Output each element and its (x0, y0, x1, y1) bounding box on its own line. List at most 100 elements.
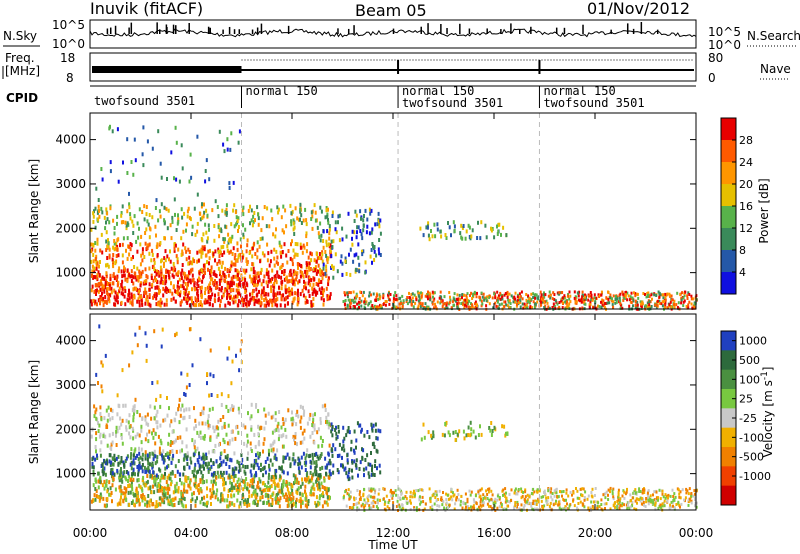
range-gate-cell (158, 446, 161, 451)
range-gate-cell (227, 488, 230, 493)
range-gate-cell (252, 219, 255, 224)
range-gate-cell (530, 297, 533, 301)
range-gate-cell (614, 298, 617, 301)
range-gate-cell (358, 306, 360, 309)
range-gate-cell (170, 460, 173, 465)
range-gate-cell (485, 304, 488, 308)
range-gate-cell (238, 282, 240, 287)
range-gate-cell (220, 286, 223, 290)
range-gate-cell (113, 241, 116, 246)
range-gate-cell (612, 294, 615, 298)
range-gate-cell (236, 424, 239, 429)
range-gate-cell (226, 290, 229, 295)
range-gate-cell (171, 215, 174, 220)
range-gate-cell (357, 300, 360, 304)
range-gate-cell (157, 129, 160, 134)
range-gate-cell (136, 490, 139, 495)
range-gate-cell (518, 292, 521, 296)
range-gate-cell (172, 490, 175, 495)
range-gate-cell (249, 479, 252, 483)
range-gate-cell (319, 455, 321, 460)
range-gate-cell (256, 240, 259, 245)
range-gate-cell (220, 245, 223, 250)
range-gate-cell (290, 211, 293, 216)
range-gate-cell (263, 407, 266, 412)
range-gate-cell (612, 487, 615, 491)
range-gate-cell (251, 291, 254, 296)
range-gate-cell (118, 485, 121, 490)
range-gate-cell (336, 468, 339, 472)
range-gate-cell (327, 495, 330, 500)
range-gate-cell (245, 268, 248, 273)
range-gate-cell (180, 143, 183, 148)
range-gate-cell (337, 470, 340, 475)
range-gate-cell (586, 497, 589, 501)
range-gate-cell (640, 304, 643, 308)
range-gate-cell (431, 302, 434, 306)
range-gate-cell (296, 262, 299, 267)
range-gate-cell (202, 435, 205, 440)
range-gate-cell (312, 492, 315, 497)
range-gate-cell (219, 249, 222, 254)
range-gate-cell (622, 298, 625, 302)
range-gate-cell (137, 278, 140, 283)
range-gate-cell (201, 475, 204, 480)
range-gate-cell (156, 253, 159, 257)
range-gate-cell (252, 266, 255, 271)
range-gate-cell (360, 504, 363, 508)
range-gate-cell (167, 288, 170, 293)
range-gate-cell (125, 456, 128, 461)
range-gate-cell (415, 506, 418, 510)
range-gate-cell (344, 299, 347, 302)
range-gate-cell (153, 267, 156, 272)
range-gate-cell (461, 296, 463, 300)
range-gate-cell (673, 302, 675, 306)
range-gate-cell (308, 478, 311, 483)
range-gate-cell (363, 300, 366, 304)
range-gate-cell (99, 287, 102, 292)
range-gate-cell (593, 293, 596, 297)
range-gate-cell (121, 274, 124, 279)
range-gate-cell (102, 434, 105, 439)
range-gate-cell (144, 502, 146, 507)
range-gate-cell (146, 479, 149, 484)
range-gate-cell (227, 281, 230, 286)
range-gate-cell (166, 496, 169, 501)
range-gate-cell (121, 441, 124, 446)
range-gate-cell (361, 502, 364, 506)
range-gate-cell (559, 291, 562, 295)
range-gate-cell (339, 259, 342, 264)
range-gate-cell (214, 249, 217, 254)
range-gate-cell (355, 502, 358, 506)
range-gate-cell (494, 497, 497, 501)
range-gate-cell (332, 265, 335, 270)
range-gate-cell (605, 296, 608, 300)
range-gate-cell (500, 302, 503, 306)
range-gate-cell (215, 434, 218, 439)
range-gate-cell (271, 474, 274, 479)
range-gate-cell (196, 281, 199, 286)
range-gate-cell (183, 465, 185, 470)
range-gate-cell (166, 226, 169, 231)
range-gate-cell (180, 207, 183, 212)
range-gate-cell (589, 291, 592, 294)
range-gate-cell (374, 459, 377, 464)
range-gate-cell (471, 303, 474, 307)
range-gate-cell (223, 422, 226, 426)
range-gate-cell (348, 303, 351, 307)
range-gate-cell (138, 294, 141, 299)
range-gate-cell (617, 488, 620, 492)
range-gate-cell (135, 277, 138, 282)
range-gate-cell (265, 268, 268, 273)
range-gate-cell (297, 300, 300, 305)
range-gate-cell (213, 429, 216, 434)
range-gate-cell (274, 277, 277, 282)
range-gate-cell (152, 484, 154, 489)
range-gate-cell (156, 285, 159, 290)
range-gate-cell (365, 466, 368, 471)
range-gate-cell (363, 473, 365, 478)
range-gate-cell (239, 348, 242, 353)
range-gate-cell (221, 208, 224, 213)
range-gate-cell (238, 487, 241, 492)
range-gate-cell (462, 502, 465, 506)
